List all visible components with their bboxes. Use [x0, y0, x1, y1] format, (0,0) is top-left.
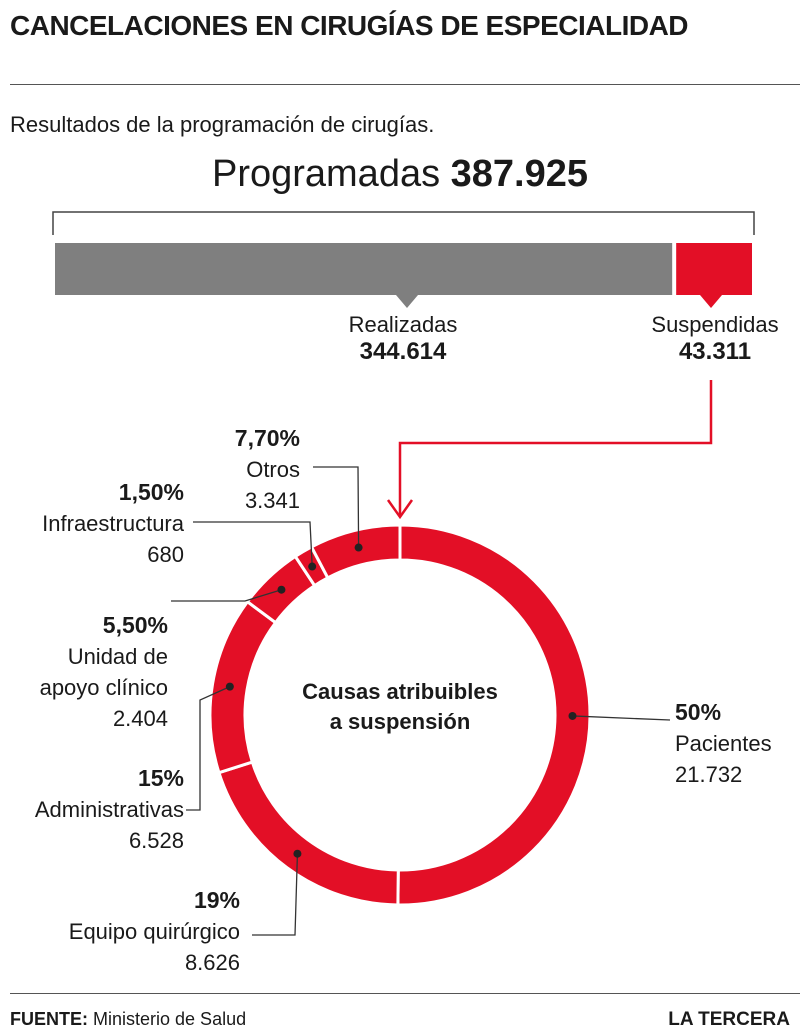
bar-suspendidas — [676, 243, 752, 295]
label-administrativas: 15% Administrativas 6.528 — [0, 763, 184, 856]
donut-center-label: Causas atribuibles a suspensión — [302, 679, 498, 734]
name-unidad-apoyo: Unidad de apoyo clínico — [39, 644, 168, 700]
leader-line-infraestructura — [193, 521, 313, 567]
leader-dot-equipo-quirurgico — [293, 849, 302, 858]
leader-dot-pacientes — [568, 711, 577, 720]
label-infraestructura: 1,50% Infraestructura 680 — [0, 477, 184, 570]
leader-line-otros — [313, 466, 360, 548]
suspendidas-value: 43.311 — [678, 338, 752, 365]
programmed-value: 387.925 — [450, 153, 589, 195]
pct-pacientes: 50% — [675, 699, 722, 725]
count-administrativas: 6.528 — [128, 828, 184, 853]
pct-infraestructura: 1,50% — [118, 479, 184, 505]
suspendidas-label: Suspendidas — [651, 312, 779, 337]
count-unidad-apoyo: 2.404 — [112, 706, 168, 731]
pct-administrativas: 15% — [137, 765, 184, 791]
donut-segment-pacientes — [396, 523, 592, 907]
bar-label-realizadas: Realizadas 344.614 — [313, 312, 493, 366]
pct-unidad-apoyo: 5,50% — [102, 612, 168, 638]
leader-line-unidad-apoyo — [171, 589, 282, 602]
count-infraestructura: 680 — [147, 542, 184, 567]
footer-divider — [10, 993, 800, 994]
subtitle: Resultados de la programación de cirugía… — [10, 112, 435, 137]
leader-line-administrativas — [186, 686, 231, 811]
connector-line — [398, 380, 713, 515]
leader-line-pacientes — [572, 715, 671, 721]
leader-dot-unidad-apoyo — [277, 585, 286, 594]
count-equipo-quirurgico: 8.626 — [184, 950, 240, 975]
label-equipo-quirurgico: 19% Equipo quirúrgico 8.626 — [20, 885, 240, 978]
leader-dot-otros — [354, 543, 363, 552]
realizadas-value: 344.614 — [359, 338, 447, 365]
count-otros: 3.341 — [244, 488, 300, 513]
label-pacientes: 50% Pacientes 21.732 — [675, 697, 772, 790]
bar-label-suspendidas: Suspendidas 43.311 — [625, 312, 800, 366]
chart-title: CANCELACIONES EN CIRUGÍAS DE ESPECIALIDA… — [10, 10, 689, 41]
bracket — [52, 211, 755, 235]
realizadas-label: Realizadas — [348, 312, 458, 337]
name-otros: Otros — [246, 457, 300, 482]
donut-segment-otros — [309, 523, 402, 580]
name-pacientes: Pacientes — [675, 731, 772, 756]
source-note: FUENTE: Ministerio de Salud — [10, 1009, 246, 1030]
name-infraestructura: Infraestructura — [42, 511, 184, 536]
source-prefix: FUENTE: — [10, 1009, 88, 1029]
pointer-realizadas — [396, 295, 418, 308]
brand-logo-text: LA TERCERA — [668, 1009, 790, 1030]
bar-realizadas — [55, 243, 673, 295]
leader-dot-infraestructura — [308, 562, 317, 571]
pct-otros: 7,70% — [234, 425, 300, 451]
leader-dot-administrativas — [225, 682, 234, 691]
count-pacientes: 21.732 — [675, 762, 743, 787]
donut-segment-equipo-quirurgico — [217, 760, 400, 907]
title-divider — [10, 84, 800, 85]
leader-line-equipo-quirurgico — [252, 853, 299, 936]
source-name: Ministerio de Salud — [93, 1009, 247, 1029]
arrow-head — [386, 499, 414, 520]
label-otros: 7,70% Otros 3.341 — [160, 423, 300, 516]
programmed-label: Programadas — [211, 153, 441, 195]
pointer-suspendidas — [700, 295, 722, 308]
name-equipo-quirurgico: Equipo quirúrgico — [68, 919, 240, 944]
donut-segment-administrativas — [208, 599, 278, 775]
pct-equipo-quirurgico: 19% — [193, 887, 240, 913]
name-administrativas: Administrativas — [34, 797, 184, 822]
label-unidad-apoyo: 5,50% Unidad de apoyo clínico 2.404 — [20, 610, 168, 734]
programmed-total: Programadas 387.925 — [0, 153, 800, 196]
